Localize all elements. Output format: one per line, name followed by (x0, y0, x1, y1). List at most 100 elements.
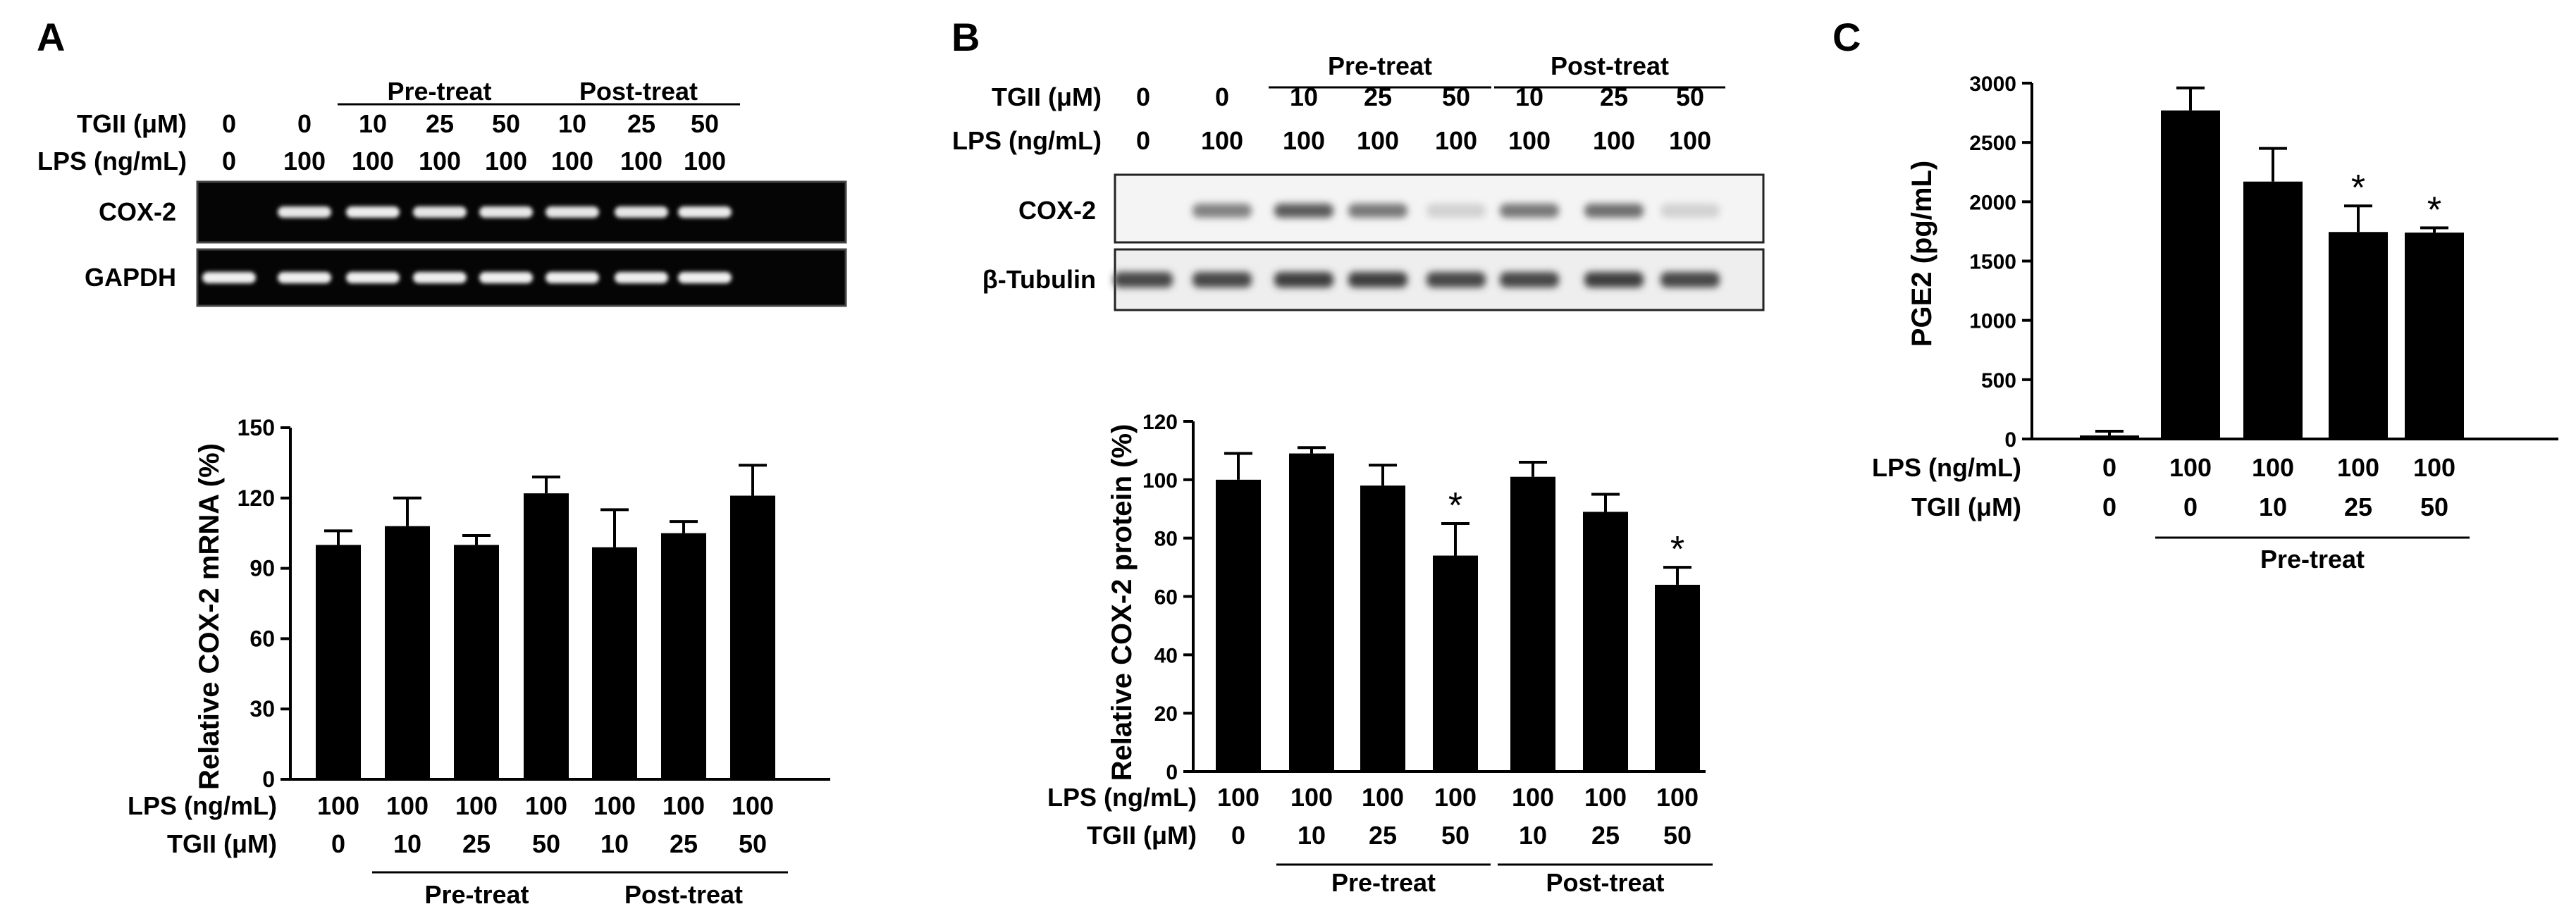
western-band (1193, 272, 1252, 287)
bar (2243, 181, 2303, 439)
gel-band (346, 272, 400, 283)
blot-header-value: 100 (283, 147, 326, 175)
blot-header-value: 50 (492, 109, 520, 138)
x-row-value: 100 (455, 791, 498, 820)
x-group-label: Pre-treat (424, 880, 529, 909)
panel-b-blot-header: TGII (μM) 0 0 10 25 50 10 25 50 LPS (ng/mL) 0 100 10… (952, 82, 1711, 155)
western-band (1660, 204, 1720, 218)
bar (1583, 512, 1628, 772)
panel-b-band-labels: COX-2 β-Tubulin (982, 196, 1096, 294)
x-group-label: Pre-treat (1331, 868, 1436, 897)
x-row-label: LPS (ng/mL) (1047, 783, 1197, 812)
x-row-label: TGII (μM) (167, 829, 277, 858)
western-band (1584, 204, 1644, 218)
blot-header-value: 0 (1136, 82, 1150, 111)
gel-band (479, 272, 533, 283)
blot-header-value: 0 (1215, 82, 1229, 111)
x-group-label: Post-treat (624, 880, 743, 909)
x-row-value: 25 (670, 829, 698, 858)
bar (1510, 476, 1555, 772)
x-row-value: 25 (462, 829, 491, 858)
blot-header-label: LPS (ng/mL) (37, 147, 187, 175)
band-label: GAPDH (85, 263, 176, 292)
panel-a-blot-header: TGII (μM) 0 0 10 25 50 10 25 50 LPS (ng/mL) 0 100 10… (37, 109, 726, 175)
x-row-value: 50 (532, 829, 560, 858)
western-band (1114, 272, 1173, 287)
gel-band (615, 206, 668, 218)
bar (592, 547, 637, 779)
panel-a-letter: A (37, 15, 65, 59)
gel-band (546, 206, 599, 218)
y-tick-label: 120 (238, 485, 275, 511)
blot-header-value: 25 (627, 109, 655, 138)
y-tick-label: 150 (238, 415, 275, 440)
bar (316, 545, 361, 779)
y-tick-label: 0 (1166, 761, 1178, 784)
blot-header-label: LPS (ng/mL) (952, 126, 1102, 155)
western-band (1348, 272, 1407, 287)
bar (524, 493, 569, 779)
panel-a-blot: Pre-treat Post-treat TGII (μM) 0 0 10 25 50 10 2… (37, 77, 847, 307)
x-row-value: 100 (1584, 783, 1627, 812)
bar (1655, 584, 1700, 772)
blot-header-value: 100 (1508, 126, 1551, 155)
gel-band (479, 206, 533, 218)
y-tick-label: 40 (1154, 644, 1178, 667)
blot-header-value: 10 (1290, 82, 1318, 111)
blot-header-value: 10 (1515, 82, 1543, 111)
blot-header-value: 50 (691, 109, 719, 138)
blot-header-label: TGII (μM) (992, 82, 1102, 111)
western-band (1426, 204, 1486, 218)
x-row-value: 10 (600, 829, 629, 858)
gel-band (278, 272, 331, 283)
significance-star: * (1448, 485, 1462, 526)
x-row-value: 50 (1441, 821, 1469, 850)
x-row-value: 50 (2420, 493, 2448, 521)
x-row-value: 25 (1369, 821, 1397, 850)
blot-header-value: 10 (359, 109, 387, 138)
y-tick-label: 30 (249, 696, 275, 722)
panel-a: A Pre-treat Post-treat TGII (μM) 0 0 10 25 50 1… (37, 15, 847, 909)
panel-a-band-labels: COX-2 GAPDH (85, 197, 176, 292)
y-tick-label: 0 (262, 767, 275, 792)
x-row-value: 25 (1591, 821, 1620, 850)
bar (2161, 110, 2220, 439)
x-row-value: 10 (1519, 821, 1547, 850)
x-row-value: 100 (2337, 453, 2379, 482)
x-row-value: 100 (2169, 453, 2212, 482)
blot-header-value: 100 (620, 147, 663, 175)
blot-header-value: 25 (1600, 82, 1628, 111)
y-tick-label: 100 (1142, 469, 1178, 493)
blot-header-value: 100 (352, 147, 394, 175)
blot-header-value: 0 (297, 109, 312, 138)
blot-header-value: 100 (684, 147, 726, 175)
x-row-value: 100 (1512, 783, 1554, 812)
western-band (1426, 272, 1486, 287)
x-row-value: 50 (739, 829, 767, 858)
x-row-value: 100 (1290, 783, 1333, 812)
y-tick-label: 20 (1154, 703, 1178, 726)
bar (454, 545, 499, 779)
x-row-value: 25 (2344, 493, 2372, 521)
x-row-label: TGII (μM) (1087, 821, 1197, 850)
x-row-label: LPS (ng/mL) (1872, 453, 2021, 482)
y-tick-label: 120 (1142, 411, 1178, 434)
x-row-value: 100 (593, 791, 636, 820)
panel-c-bars: ** (2080, 86, 2464, 439)
bar (1360, 485, 1405, 772)
x-row-value: 0 (2102, 493, 2116, 521)
y-tick-label: 0 (2004, 428, 2016, 452)
western-band (1274, 272, 1333, 287)
band-label: COX-2 (99, 197, 176, 226)
x-row-value: 10 (2259, 493, 2287, 521)
gel-band (678, 272, 732, 283)
panel-b-bars: ** (1216, 446, 1700, 772)
western-band (1500, 204, 1559, 218)
x-row-label: LPS (ng/mL) (128, 791, 277, 820)
bar (1433, 555, 1478, 772)
blot-header-value: 100 (551, 147, 593, 175)
blot-header-label: TGII (μM) (77, 109, 187, 138)
